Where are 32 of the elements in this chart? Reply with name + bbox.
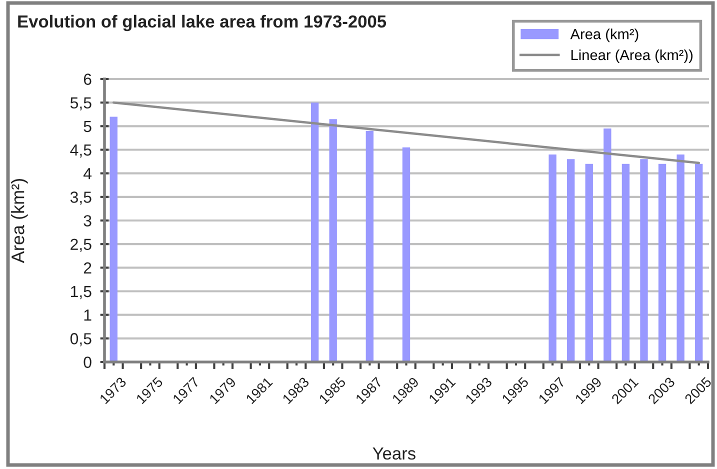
y-tick-label: 6: [84, 74, 92, 85]
bar: [695, 164, 703, 362]
bar: [402, 147, 410, 362]
y-tick-label: 3: [84, 215, 92, 226]
bar: [329, 119, 337, 362]
y-tick-label: 2,5: [70, 238, 92, 252]
y-tick-label: 2: [84, 262, 92, 274]
y-tick-label: 5,5: [70, 97, 92, 110]
legend-label: Area (km²): [570, 28, 638, 42]
y-tick-label: 0,5: [70, 333, 92, 346]
bar: [585, 164, 593, 362]
legend-label: Linear (Area (km²)): [571, 49, 693, 64]
bar: [366, 130, 374, 362]
chart-title: Evolution of glacial lake area from 1973-2005: [18, 14, 386, 32]
bar: [567, 159, 575, 362]
y-axis-title: Area (km²): [11, 178, 28, 264]
x-axis-title: Years: [372, 448, 416, 460]
bar: [622, 164, 630, 362]
bar: [640, 159, 648, 362]
y-tick-label: 5: [84, 120, 92, 132]
y-tick-label: 1: [84, 310, 92, 321]
bar: [676, 154, 684, 362]
bar: [110, 116, 118, 362]
bar: [310, 102, 319, 362]
bar: [548, 154, 556, 362]
bar: [658, 164, 666, 362]
y-tick-label: 4,5: [70, 144, 92, 158]
bar: [604, 128, 612, 362]
y-tick-label: 0: [84, 356, 92, 368]
y-tick-label: 1,5: [71, 286, 92, 300]
y-tick-label: 3,5: [70, 192, 92, 205]
y-tick-label: 4: [83, 168, 92, 180]
